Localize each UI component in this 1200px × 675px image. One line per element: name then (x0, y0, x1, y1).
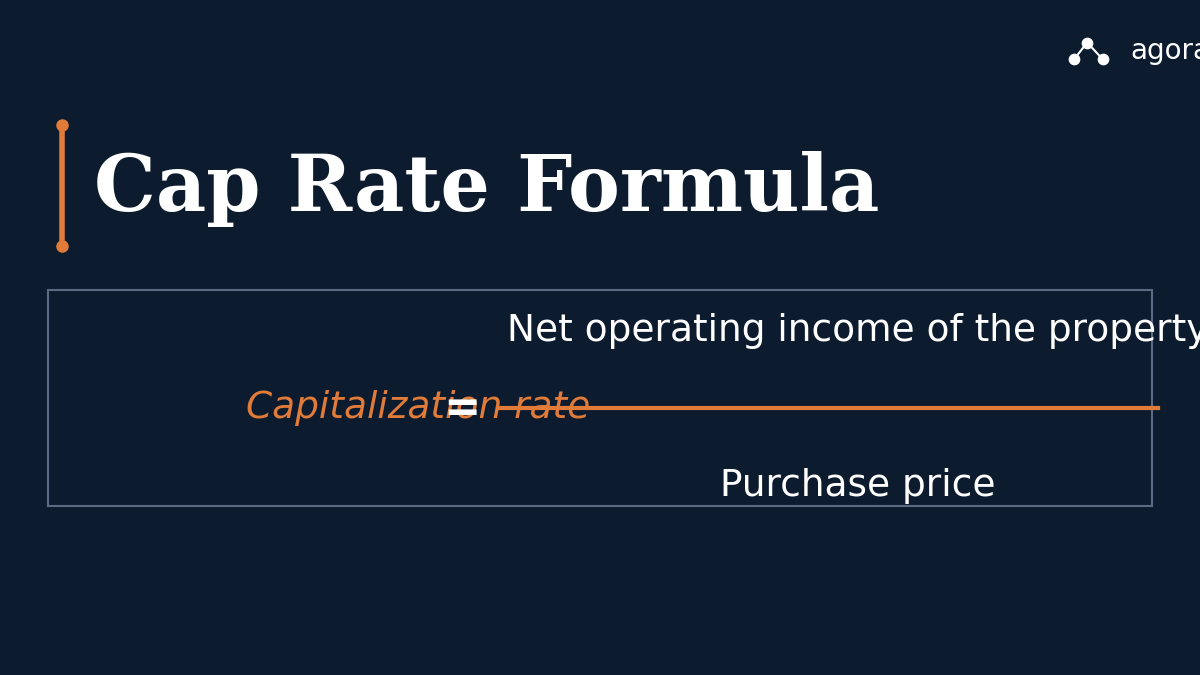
Text: agora: agora (1130, 36, 1200, 65)
Text: Cap Rate Formula: Cap Rate Formula (94, 151, 878, 227)
Point (1093, 54, 1112, 65)
Point (1078, 37, 1097, 48)
Text: Purchase price: Purchase price (720, 468, 996, 504)
Text: Capitalization rate: Capitalization rate (246, 390, 590, 427)
FancyBboxPatch shape (48, 290, 1152, 506)
Text: Net operating income of the property: Net operating income of the property (508, 313, 1200, 349)
Point (1064, 54, 1084, 65)
Text: =: = (443, 387, 481, 430)
